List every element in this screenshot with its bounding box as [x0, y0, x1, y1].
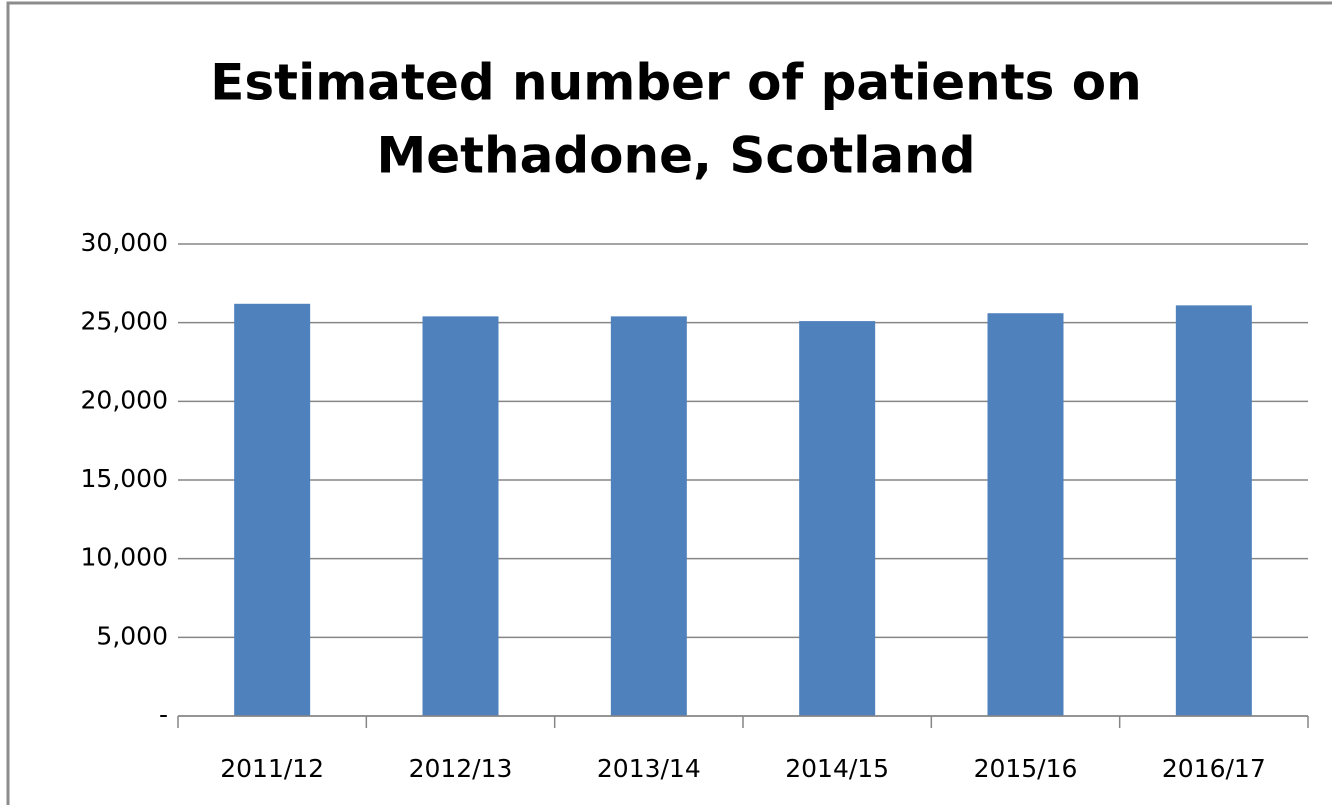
chart-title: Estimated number of patients on: [210, 54, 1141, 112]
bar: [799, 321, 876, 716]
chart-title: Methadone, Scotland: [376, 127, 975, 185]
x-tick-label: 2013/14: [597, 754, 701, 783]
x-tick-label: 2012/13: [409, 754, 513, 783]
y-tick-label: 30,000: [81, 228, 168, 257]
y-tick-label: 5,000: [96, 621, 168, 650]
bar: [987, 313, 1064, 716]
y-tick-label: 25,000: [81, 307, 168, 336]
bar: [1175, 305, 1252, 716]
x-tick-label: 2015/16: [974, 754, 1078, 783]
y-tick-label: 10,000: [81, 543, 168, 572]
x-tick-label: 2014/15: [785, 754, 889, 783]
x-tick-label: 2016/17: [1162, 754, 1266, 783]
bar: [610, 316, 687, 716]
bar: [234, 303, 311, 716]
bar: [422, 316, 499, 716]
y-tick-label: -: [159, 700, 168, 729]
y-tick-label: 15,000: [81, 464, 168, 493]
x-tick-label: 2011/12: [220, 754, 324, 783]
y-tick-label: 20,000: [81, 385, 168, 414]
